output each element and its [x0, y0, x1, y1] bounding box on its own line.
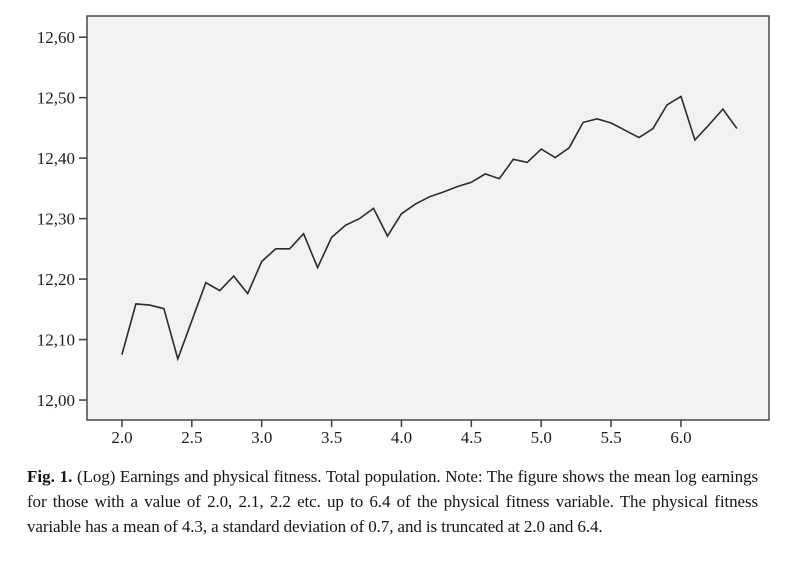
x-axis-tick-label: 4.5 — [461, 428, 482, 447]
x-axis-tick-label: 2.5 — [181, 428, 202, 447]
y-axis-tick-label: 12,50 — [37, 89, 75, 108]
y-axis-tick-label: 12,20 — [37, 270, 75, 289]
y-axis-tick-label: 12,60 — [37, 28, 75, 47]
x-axis-tick-label: 6.0 — [670, 428, 691, 447]
figure-caption: Fig. 1. (Log) Earnings and physical fitn… — [27, 464, 758, 539]
x-axis-tick-label: 2.0 — [111, 428, 132, 447]
plot-area — [86, 15, 770, 421]
x-axis-tick-label: 4.0 — [391, 428, 412, 447]
x-axis-tick-label: 5.5 — [600, 428, 621, 447]
y-axis-tick-label: 12,10 — [37, 331, 75, 350]
x-axis-tick-label: 5.0 — [531, 428, 552, 447]
earnings-line — [121, 95, 738, 362]
line-chart: 12,60 12,50 12,40 12,30 12,20 12,10 12,00 2.0 2.… — [37, 15, 770, 447]
figure-caption-text: (Log) Earnings and physical fitness. Tot… — [27, 467, 759, 536]
y-axis-tick-label: 12,40 — [37, 149, 75, 168]
x-axis-tick-label: 3.5 — [321, 428, 342, 447]
y-axis-tick-label: 12,30 — [37, 210, 75, 229]
y-axis-tick-label: 12,00 — [37, 391, 75, 410]
figure-caption-label: Fig. 1. — [27, 467, 73, 486]
x-axis-tick-label: 3.0 — [251, 428, 272, 447]
